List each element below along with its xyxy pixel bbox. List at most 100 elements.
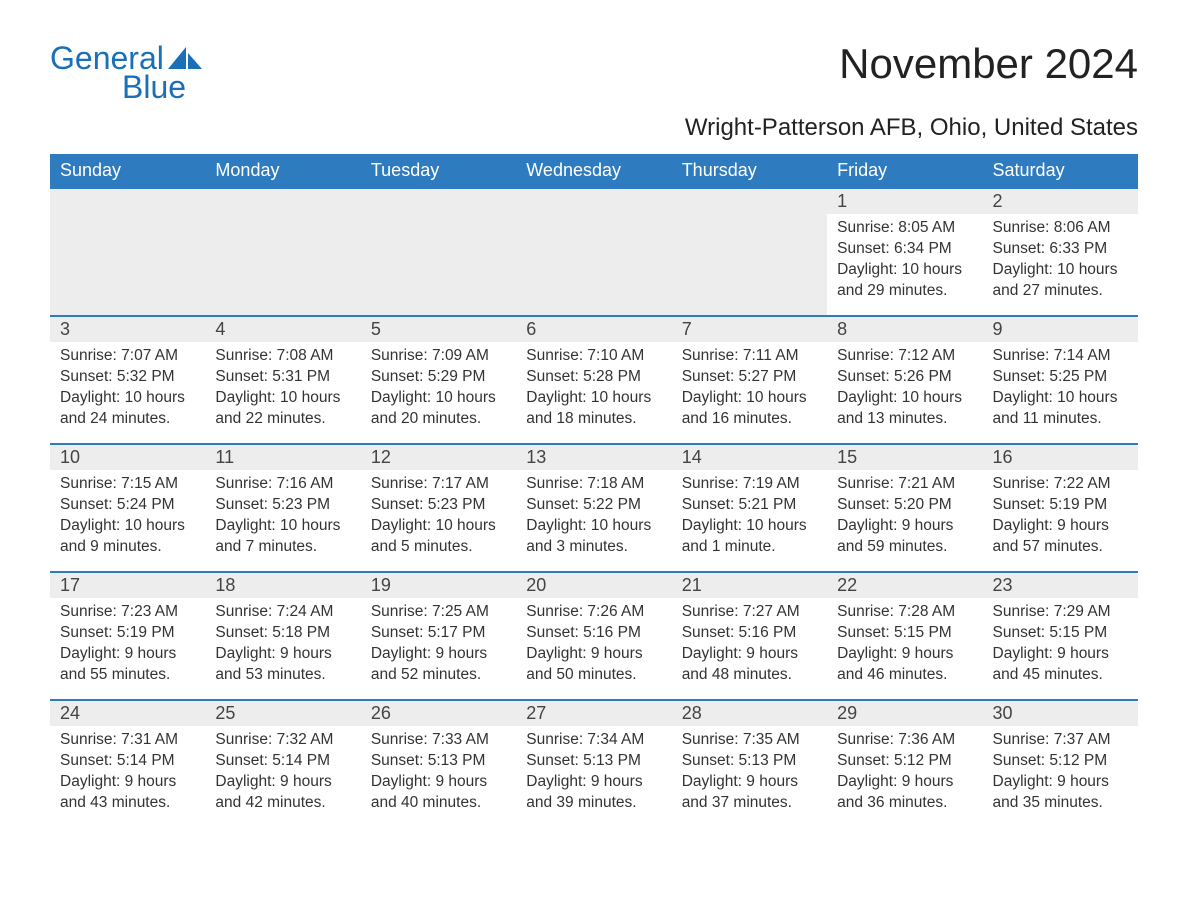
daylight-value: Daylight: 10 hours and 3 minutes.: [526, 516, 661, 558]
calendar-day-cell: 23Sunrise: 7:29 AMSunset: 5:15 PMDayligh…: [983, 572, 1138, 700]
calendar-column-header: Tuesday: [361, 154, 516, 188]
day-number: 8: [827, 317, 982, 342]
daylight-value: Daylight: 9 hours and 53 minutes.: [215, 644, 350, 686]
sunrise-value: Sunrise: 7:26 AM: [526, 602, 661, 623]
day-number: 3: [50, 317, 205, 342]
sunset-value: Sunset: 5:14 PM: [60, 751, 195, 772]
daylight-value: Daylight: 9 hours and 50 minutes.: [526, 644, 661, 686]
calendar-day-cell: 2Sunrise: 8:06 AMSunset: 6:33 PMDaylight…: [983, 188, 1138, 316]
daylight-value: Daylight: 10 hours and 20 minutes.: [371, 388, 506, 430]
calendar-day-cell: [205, 188, 360, 316]
day-number: 17: [50, 573, 205, 598]
sunrise-value: Sunrise: 7:11 AM: [682, 346, 817, 367]
calendar-day-cell: 20Sunrise: 7:26 AMSunset: 5:16 PMDayligh…: [516, 572, 671, 700]
day-number: 21: [672, 573, 827, 598]
daylight-value: Daylight: 9 hours and 37 minutes.: [682, 772, 817, 814]
calendar-header-row: SundayMondayTuesdayWednesdayThursdayFrid…: [50, 154, 1138, 188]
sunset-value: Sunset: 5:23 PM: [215, 495, 350, 516]
day-number: 15: [827, 445, 982, 470]
calendar-day-cell: 13Sunrise: 7:18 AMSunset: 5:22 PMDayligh…: [516, 444, 671, 572]
day-number: 19: [361, 573, 516, 598]
sunrise-value: Sunrise: 7:23 AM: [60, 602, 195, 623]
sunset-value: Sunset: 5:22 PM: [526, 495, 661, 516]
day-details: Sunrise: 7:29 AMSunset: 5:15 PMDaylight:…: [983, 598, 1138, 696]
sunrise-value: Sunrise: 8:05 AM: [837, 218, 972, 239]
calendar-day-cell: 4Sunrise: 7:08 AMSunset: 5:31 PMDaylight…: [205, 316, 360, 444]
day-number: 14: [672, 445, 827, 470]
day-details: Sunrise: 7:07 AMSunset: 5:32 PMDaylight:…: [50, 342, 205, 440]
daylight-value: Daylight: 9 hours and 59 minutes.: [837, 516, 972, 558]
sunset-value: Sunset: 5:15 PM: [993, 623, 1128, 644]
daylight-value: Daylight: 10 hours and 5 minutes.: [371, 516, 506, 558]
daylight-value: Daylight: 9 hours and 36 minutes.: [837, 772, 972, 814]
calendar-day-cell: [516, 188, 671, 316]
sunset-value: Sunset: 5:26 PM: [837, 367, 972, 388]
day-number: 28: [672, 701, 827, 726]
calendar-day-cell: 5Sunrise: 7:09 AMSunset: 5:29 PMDaylight…: [361, 316, 516, 444]
day-number: 2: [983, 189, 1138, 214]
calendar-column-header: Friday: [827, 154, 982, 188]
sunset-value: Sunset: 5:12 PM: [837, 751, 972, 772]
day-details: Sunrise: 7:37 AMSunset: 5:12 PMDaylight:…: [983, 726, 1138, 824]
sunset-value: Sunset: 5:17 PM: [371, 623, 506, 644]
day-details: Sunrise: 7:26 AMSunset: 5:16 PMDaylight:…: [516, 598, 671, 696]
sunset-value: Sunset: 5:16 PM: [682, 623, 817, 644]
sunrise-value: Sunrise: 7:15 AM: [60, 474, 195, 495]
calendar-table: SundayMondayTuesdayWednesdayThursdayFrid…: [50, 154, 1138, 828]
sunset-value: Sunset: 5:19 PM: [993, 495, 1128, 516]
day-details: Sunrise: 7:08 AMSunset: 5:31 PMDaylight:…: [205, 342, 360, 440]
calendar-day-cell: 29Sunrise: 7:36 AMSunset: 5:12 PMDayligh…: [827, 700, 982, 828]
sunset-value: Sunset: 5:20 PM: [837, 495, 972, 516]
calendar-day-cell: [50, 188, 205, 316]
day-number: 9: [983, 317, 1138, 342]
calendar-day-cell: 14Sunrise: 7:19 AMSunset: 5:21 PMDayligh…: [672, 444, 827, 572]
sunset-value: Sunset: 5:19 PM: [60, 623, 195, 644]
day-number: 29: [827, 701, 982, 726]
daylight-value: Daylight: 9 hours and 55 minutes.: [60, 644, 195, 686]
day-details: Sunrise: 7:16 AMSunset: 5:23 PMDaylight:…: [205, 470, 360, 568]
day-details: Sunrise: 7:33 AMSunset: 5:13 PMDaylight:…: [361, 726, 516, 824]
day-number: 4: [205, 317, 360, 342]
day-details: Sunrise: 7:25 AMSunset: 5:17 PMDaylight:…: [361, 598, 516, 696]
sunset-value: Sunset: 5:15 PM: [837, 623, 972, 644]
calendar-day-cell: 10Sunrise: 7:15 AMSunset: 5:24 PMDayligh…: [50, 444, 205, 572]
sunset-value: Sunset: 5:25 PM: [993, 367, 1128, 388]
day-number: 26: [361, 701, 516, 726]
calendar-day-cell: 7Sunrise: 7:11 AMSunset: 5:27 PMDaylight…: [672, 316, 827, 444]
calendar-day-cell: 27Sunrise: 7:34 AMSunset: 5:13 PMDayligh…: [516, 700, 671, 828]
calendar-column-header: Wednesday: [516, 154, 671, 188]
daylight-value: Daylight: 10 hours and 22 minutes.: [215, 388, 350, 430]
calendar-day-cell: [361, 188, 516, 316]
brand-text-blue: Blue: [122, 69, 186, 106]
sunset-value: Sunset: 5:27 PM: [682, 367, 817, 388]
day-details: Sunrise: 7:36 AMSunset: 5:12 PMDaylight:…: [827, 726, 982, 824]
sunrise-value: Sunrise: 7:14 AM: [993, 346, 1128, 367]
daylight-value: Daylight: 10 hours and 24 minutes.: [60, 388, 195, 430]
sunset-value: Sunset: 5:31 PM: [215, 367, 350, 388]
calendar-week-row: 24Sunrise: 7:31 AMSunset: 5:14 PMDayligh…: [50, 700, 1138, 828]
sunrise-value: Sunrise: 7:37 AM: [993, 730, 1128, 751]
daylight-value: Daylight: 10 hours and 18 minutes.: [526, 388, 661, 430]
day-details: Sunrise: 7:34 AMSunset: 5:13 PMDaylight:…: [516, 726, 671, 824]
daylight-value: Daylight: 9 hours and 42 minutes.: [215, 772, 350, 814]
sunrise-value: Sunrise: 7:27 AM: [682, 602, 817, 623]
calendar-day-cell: 6Sunrise: 7:10 AMSunset: 5:28 PMDaylight…: [516, 316, 671, 444]
calendar-day-cell: 16Sunrise: 7:22 AMSunset: 5:19 PMDayligh…: [983, 444, 1138, 572]
calendar-day-cell: 15Sunrise: 7:21 AMSunset: 5:20 PMDayligh…: [827, 444, 982, 572]
sunrise-value: Sunrise: 7:12 AM: [837, 346, 972, 367]
sunset-value: Sunset: 5:12 PM: [993, 751, 1128, 772]
daylight-value: Daylight: 10 hours and 16 minutes.: [682, 388, 817, 430]
daylight-value: Daylight: 10 hours and 1 minute.: [682, 516, 817, 558]
sunrise-value: Sunrise: 8:06 AM: [993, 218, 1128, 239]
sunset-value: Sunset: 5:14 PM: [215, 751, 350, 772]
sunrise-value: Sunrise: 7:18 AM: [526, 474, 661, 495]
sunset-value: Sunset: 5:13 PM: [682, 751, 817, 772]
sunrise-value: Sunrise: 7:34 AM: [526, 730, 661, 751]
calendar-day-cell: 1Sunrise: 8:05 AMSunset: 6:34 PMDaylight…: [827, 188, 982, 316]
sunrise-value: Sunrise: 7:22 AM: [993, 474, 1128, 495]
sunrise-value: Sunrise: 7:07 AM: [60, 346, 195, 367]
day-details: Sunrise: 8:06 AMSunset: 6:33 PMDaylight:…: [983, 214, 1138, 312]
daylight-value: Daylight: 9 hours and 43 minutes.: [60, 772, 195, 814]
day-details: Sunrise: 7:21 AMSunset: 5:20 PMDaylight:…: [827, 470, 982, 568]
day-details: Sunrise: 7:11 AMSunset: 5:27 PMDaylight:…: [672, 342, 827, 440]
